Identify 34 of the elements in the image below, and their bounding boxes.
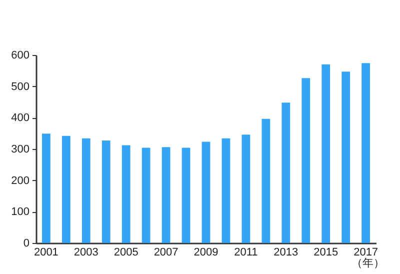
bar <box>222 138 230 243</box>
bar <box>102 140 110 243</box>
x-tick-label: 2007 <box>154 246 178 258</box>
y-tick-label: 500 <box>11 80 30 93</box>
y-tick-label: 100 <box>11 206 30 218</box>
bar <box>162 147 170 243</box>
y-tick-label: 0 <box>23 238 30 250</box>
x-tick-label: 2003 <box>74 246 98 258</box>
bar <box>282 102 290 243</box>
bar <box>342 72 350 243</box>
y-tick-label: 300 <box>11 144 30 156</box>
y-tick-label: 600 <box>11 50 30 62</box>
bar <box>302 78 310 243</box>
x-axis-title: （年） <box>352 258 384 270</box>
x-tick-label: 2013 <box>274 246 298 258</box>
x-tick-label: 2015 <box>314 246 338 258</box>
bar <box>142 148 150 243</box>
bar <box>62 136 70 243</box>
x-tick-label: 2011 <box>234 246 258 258</box>
x-tick-label: 2009 <box>194 246 218 258</box>
bar <box>242 134 250 243</box>
y-tick-label: 200 <box>11 174 30 187</box>
bar <box>362 63 370 243</box>
y-tick-label: 400 <box>11 112 30 124</box>
bar <box>182 148 190 243</box>
x-tick-label: 2017 <box>354 246 378 258</box>
bar <box>202 142 210 243</box>
bar <box>262 118 270 243</box>
bar <box>82 138 90 243</box>
bar <box>322 64 330 243</box>
bar <box>122 145 130 243</box>
x-tick-label: 2005 <box>114 246 138 258</box>
bar <box>42 134 50 243</box>
x-tick-label: 2001 <box>34 246 58 258</box>
